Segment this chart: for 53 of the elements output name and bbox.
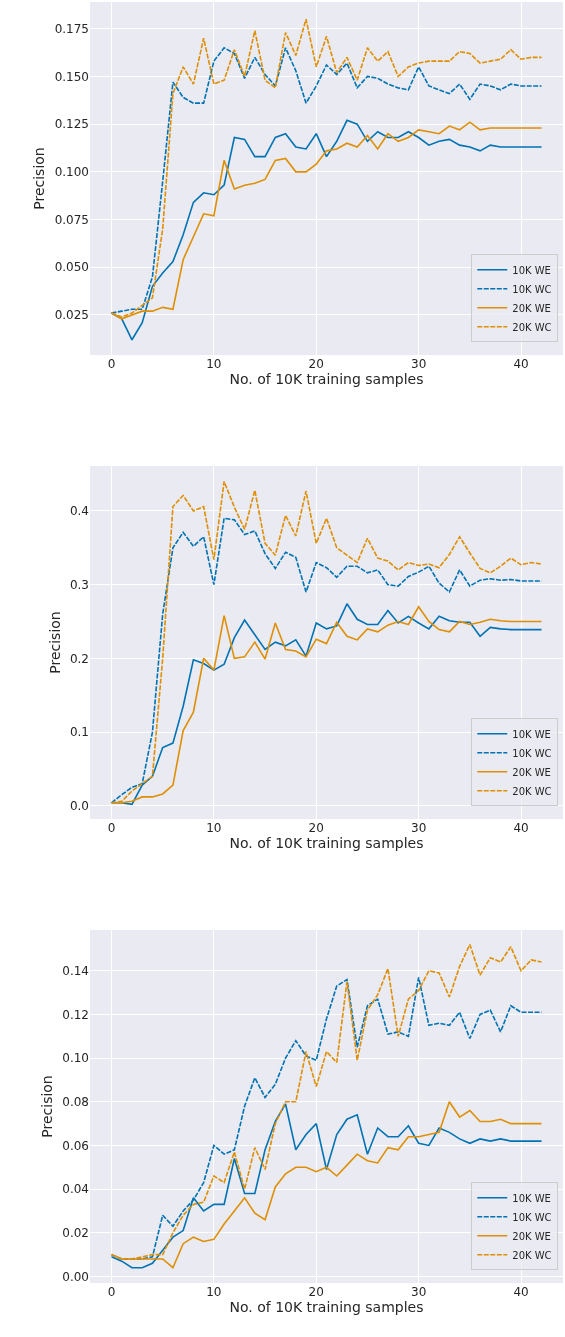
x-tick-label: 0 bbox=[107, 357, 116, 372]
y-tick-label: 0.4 bbox=[69, 504, 89, 519]
y-tick-label: 0.10 bbox=[62, 1051, 89, 1066]
x-tick-label: 0 bbox=[107, 1285, 116, 1299]
legend-label: 20K WC bbox=[512, 785, 552, 797]
legend-label: 10K WE bbox=[512, 264, 551, 276]
x-tick-label: 40 bbox=[513, 1285, 529, 1299]
x-tick-label: 20 bbox=[308, 357, 324, 372]
y-tick-label: 0.075 bbox=[54, 212, 89, 227]
legend-label: 20K WE bbox=[512, 766, 551, 778]
y-tick-label: 0.2 bbox=[69, 651, 89, 666]
y-tick-label: 0.150 bbox=[54, 69, 89, 84]
y-tick-label: 0.025 bbox=[54, 308, 89, 323]
y-tick-label: 0.0 bbox=[69, 798, 89, 813]
x-tick-label: 0 bbox=[107, 821, 116, 836]
y-tick-label: 0.175 bbox=[54, 21, 89, 36]
x-tick-label: 30 bbox=[411, 821, 427, 836]
y-axis-title: Precision bbox=[31, 147, 48, 210]
y-tick-label: 0.02 bbox=[62, 1225, 89, 1240]
legend-label: 20K WE bbox=[512, 1230, 551, 1242]
legend-label: 10K WE bbox=[512, 1192, 551, 1204]
y-tick-label: 0.06 bbox=[62, 1138, 89, 1153]
x-tick-label: 40 bbox=[513, 357, 529, 372]
legend-label: 20K WC bbox=[512, 1249, 552, 1261]
y-tick-label: 0.12 bbox=[62, 1007, 89, 1022]
y-tick-label: 0.100 bbox=[54, 165, 89, 180]
legend-label: 10K WC bbox=[512, 283, 552, 295]
legend-label: 20K WC bbox=[512, 321, 552, 333]
x-tick-label: 30 bbox=[411, 1285, 427, 1299]
y-tick-label: 0.14 bbox=[62, 963, 89, 978]
legend-label: 10K WC bbox=[512, 1211, 552, 1223]
y-tick-label: 0.00 bbox=[62, 1269, 89, 1284]
x-axis-title: No. of 10K training samples bbox=[229, 1299, 424, 1315]
x-axis-title: No. of 10K training samples bbox=[229, 371, 424, 388]
x-tick-label: 20 bbox=[308, 1285, 324, 1299]
y-tick-label: 0.1 bbox=[69, 725, 89, 740]
y-tick-label: 0.125 bbox=[54, 117, 89, 132]
y-tick-label: 0.3 bbox=[69, 577, 89, 592]
y-axis-title: Precision bbox=[46, 611, 63, 674]
x-tick-label: 40 bbox=[513, 821, 529, 836]
x-tick-label: 10 bbox=[206, 821, 222, 836]
legend-label: 10K WC bbox=[512, 747, 552, 759]
x-tick-label: 10 bbox=[206, 357, 222, 372]
y-tick-label: 0.08 bbox=[62, 1094, 89, 1109]
x-axis-title: No. of 10K training samples bbox=[229, 835, 424, 852]
x-tick-label: 30 bbox=[411, 357, 427, 372]
y-axis-title: Precision bbox=[38, 1075, 55, 1138]
x-tick-label: 20 bbox=[308, 821, 324, 836]
legend-label: 10K WE bbox=[512, 728, 551, 740]
y-tick-label: 0.04 bbox=[62, 1182, 89, 1197]
y-tick-label: 0.050 bbox=[54, 260, 89, 275]
legend-label: 20K WE bbox=[512, 302, 551, 314]
x-tick-label: 10 bbox=[206, 1285, 222, 1299]
